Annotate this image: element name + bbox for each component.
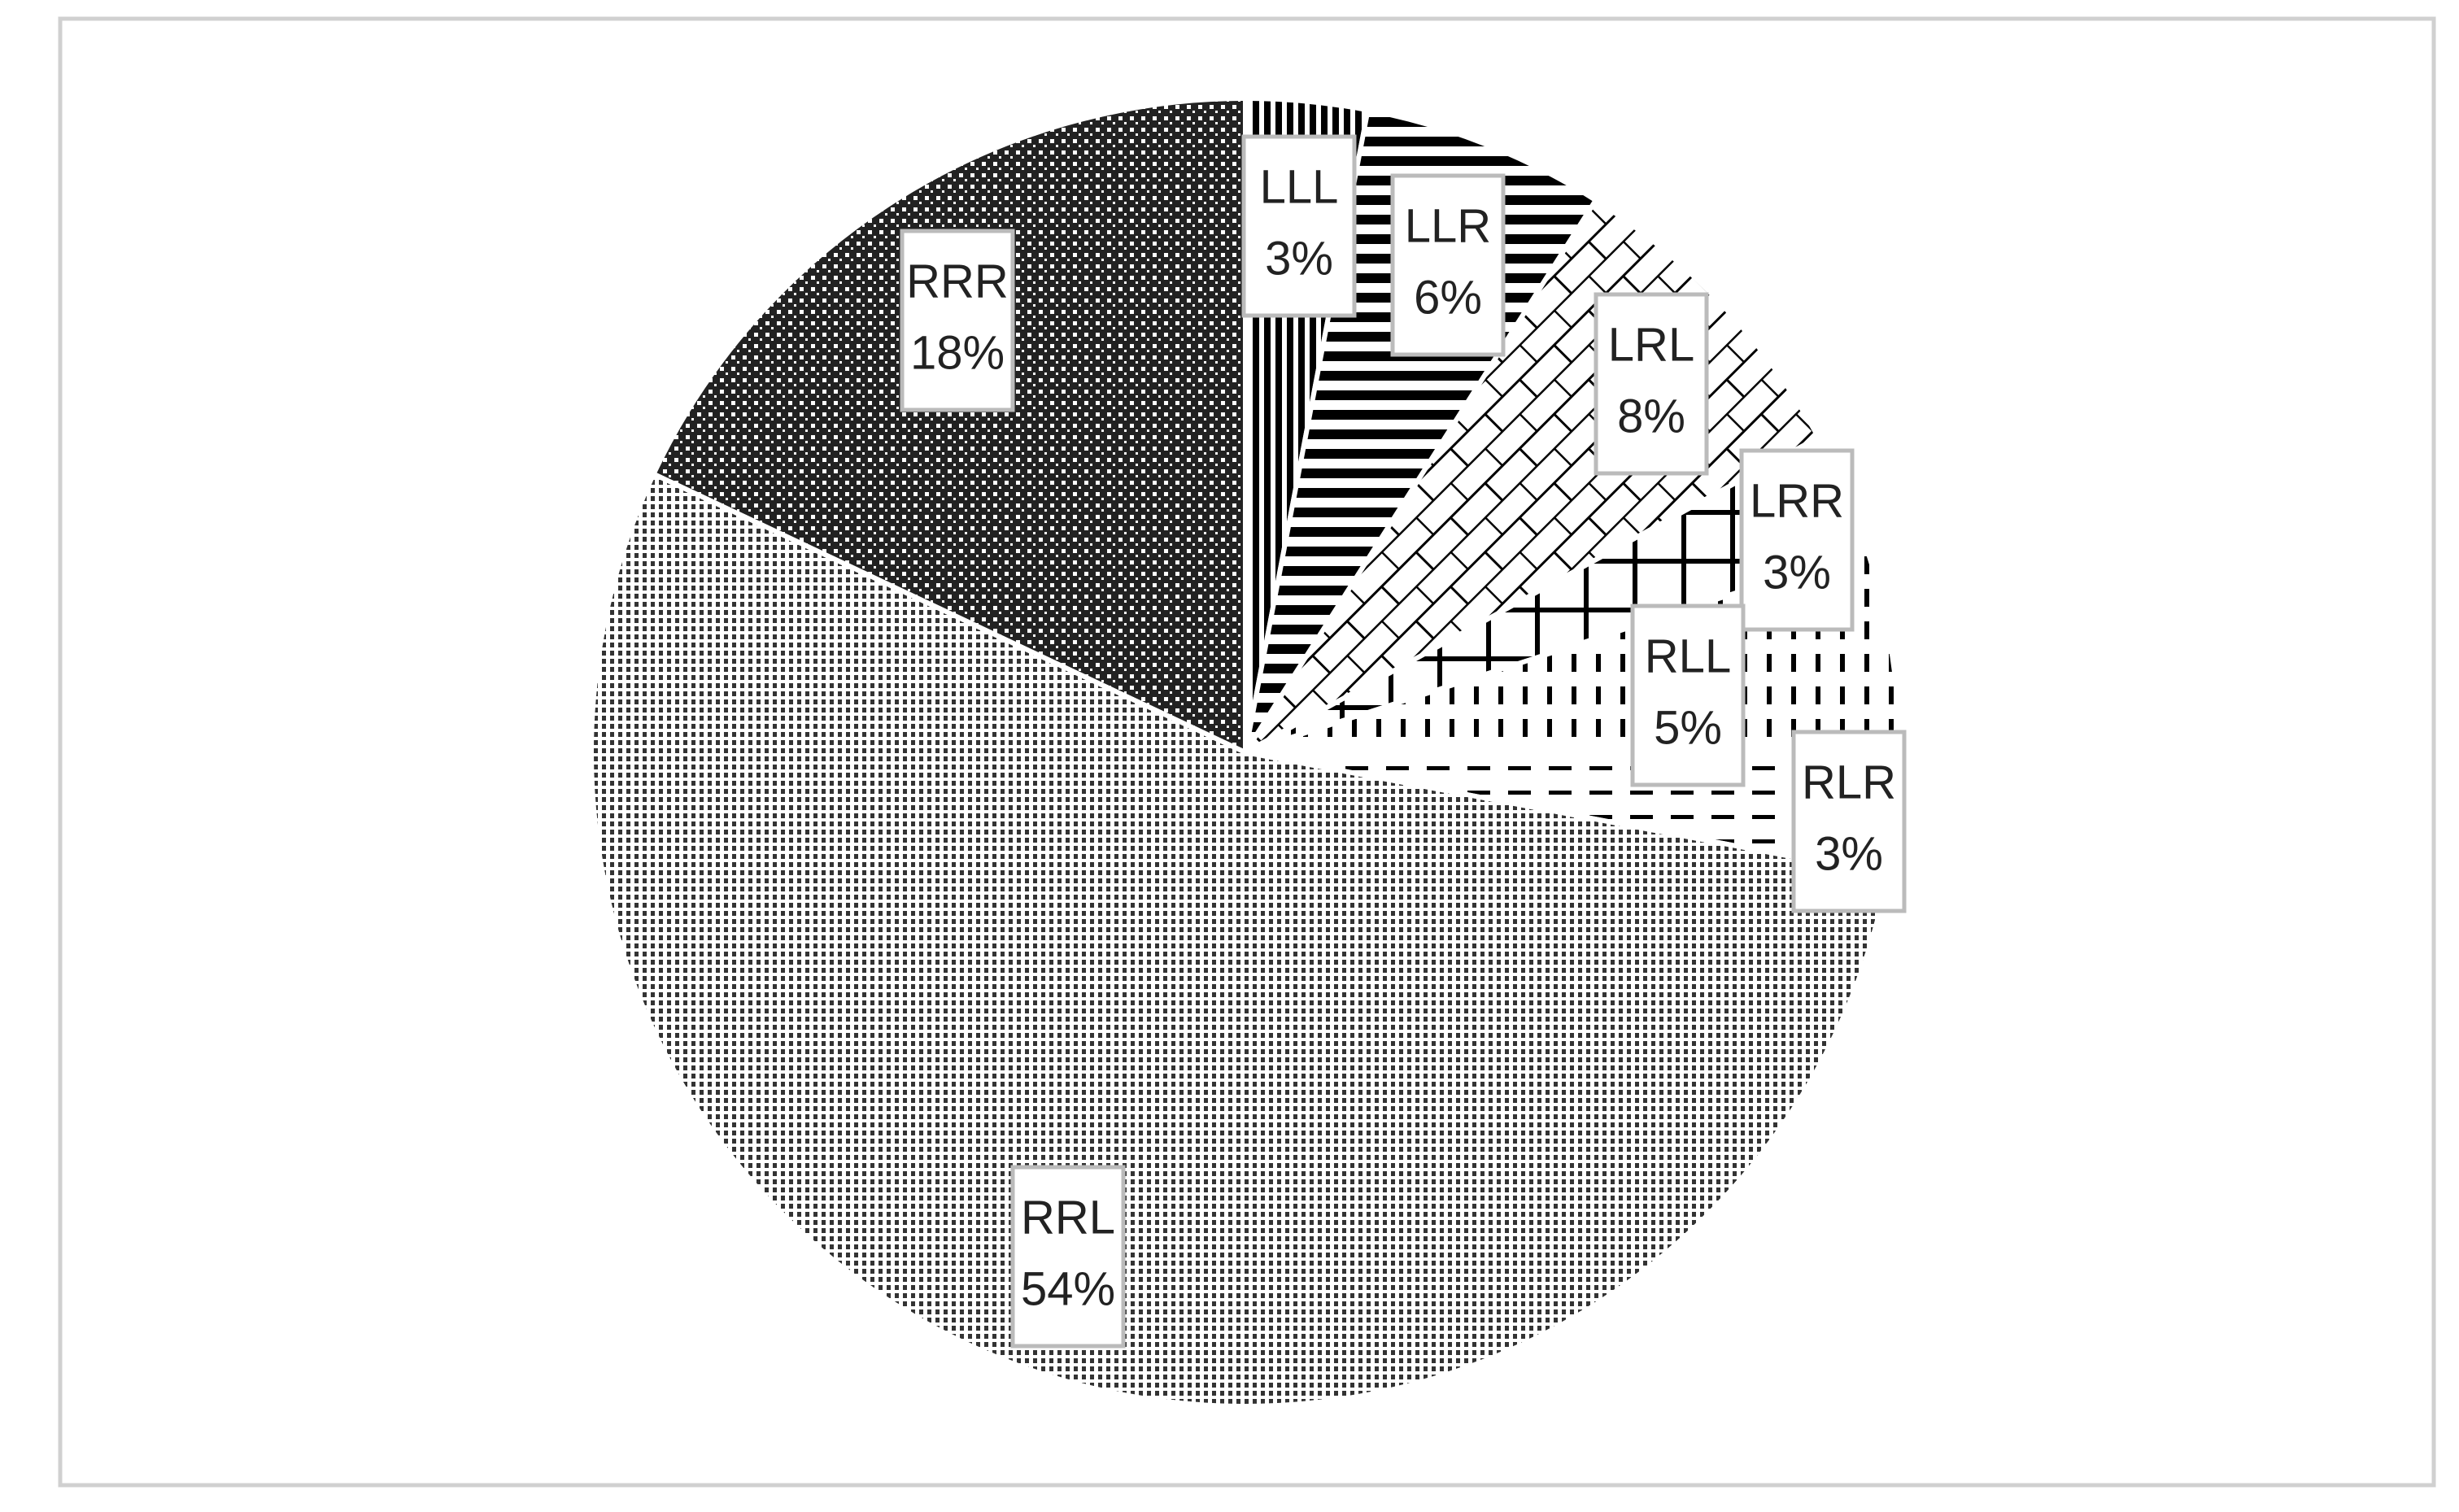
slice-label: RRL [1021, 1191, 1115, 1244]
label-box [900, 229, 1015, 412]
slice-label: RLL [1645, 630, 1731, 682]
value-label: 3% [1265, 232, 1333, 285]
label-box [1390, 173, 1506, 357]
label-box [1241, 134, 1357, 318]
slice-label: LRL [1608, 318, 1694, 371]
value-label: 18% [910, 326, 1005, 379]
value-label: 54% [1021, 1262, 1115, 1315]
value-label: 5% [1654, 701, 1722, 754]
value-label: 6% [1414, 271, 1482, 324]
pie-slice [650, 95, 1248, 756]
pie-slice [1243, 107, 1599, 754]
slice-label: LLL [1260, 160, 1339, 213]
label-box [1010, 1165, 1126, 1349]
value-label: 8% [1617, 390, 1685, 442]
label-box [1594, 292, 1709, 476]
label-box [1791, 730, 1907, 913]
pie-slice [589, 470, 1891, 1409]
label-box [1739, 448, 1855, 632]
slice-label: LLR [1405, 199, 1491, 252]
value-label: 3% [1815, 827, 1883, 880]
slice-label: RRR [906, 255, 1009, 307]
slice-label: RLR [1802, 756, 1896, 808]
label-box [1630, 603, 1746, 787]
value-label: 3% [1763, 546, 1831, 599]
slice-label: LRR [1750, 474, 1844, 527]
